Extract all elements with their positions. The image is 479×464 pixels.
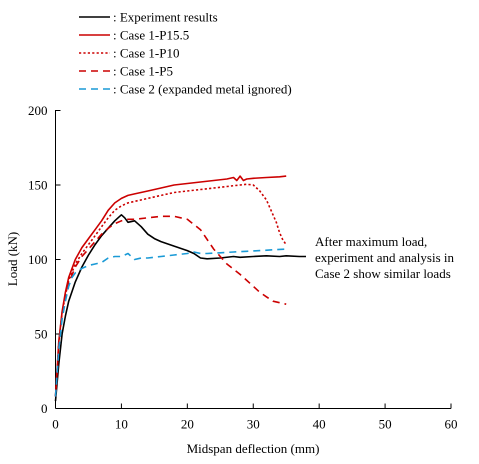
annotation-line-3: Case 2 show similar loads bbox=[315, 266, 451, 281]
y-tick-label: 200 bbox=[28, 103, 48, 118]
x-ticks: 0 10 20 30 40 50 60 bbox=[52, 403, 458, 432]
legend-label-4: : Case 1-P5 bbox=[113, 64, 173, 79]
legend: : Experiment results : Case 1-P15.5 : Case… bbox=[79, 10, 292, 97]
plot-area: 0 10 20 30 40 50 60 0 50 100 150 200 bbox=[28, 103, 458, 432]
x-axis-label: Midspan deflection (mm) bbox=[187, 441, 320, 456]
legend-label-2: : Case 1-P15.5 bbox=[113, 28, 189, 43]
y-axis-label: Load (kN) bbox=[5, 232, 20, 287]
series-group bbox=[54, 175, 306, 402]
series-line-5 bbox=[54, 248, 287, 397]
legend-label-3: : Case 1-P10 bbox=[113, 46, 179, 61]
annotation-line-2: experiment and analysis in bbox=[315, 250, 454, 265]
annotation-line-1: After maximum load, bbox=[315, 234, 427, 249]
x-tick-label: 30 bbox=[247, 417, 260, 432]
y-tick-label: 100 bbox=[28, 252, 48, 267]
x-tick-label: 60 bbox=[445, 417, 458, 432]
series-line-1 bbox=[54, 214, 306, 402]
x-tick-label: 40 bbox=[313, 417, 326, 432]
series-line-2 bbox=[54, 175, 287, 397]
x-tick-label: 20 bbox=[181, 417, 194, 432]
legend-label-1: : Experiment results bbox=[113, 10, 218, 25]
y-tick-label: 50 bbox=[35, 327, 48, 342]
annotation: After maximum load, experiment and analy… bbox=[315, 234, 454, 281]
y-ticks: 0 50 100 150 200 bbox=[28, 103, 61, 416]
series-line-4 bbox=[54, 215, 287, 397]
y-tick-label: 150 bbox=[28, 178, 48, 193]
x-tick-label: 0 bbox=[52, 417, 59, 432]
x-tick-label: 50 bbox=[379, 417, 392, 432]
y-tick-label: 0 bbox=[41, 401, 48, 416]
x-tick-label: 10 bbox=[115, 417, 128, 432]
legend-label-5: : Case 2 (expanded metal ignored) bbox=[113, 82, 292, 97]
series-line-3 bbox=[54, 183, 287, 397]
